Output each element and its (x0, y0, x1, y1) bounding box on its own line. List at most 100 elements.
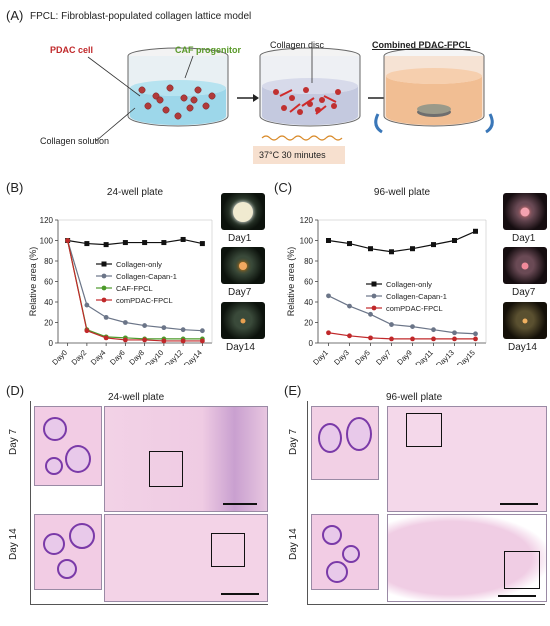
series-line (328, 295, 476, 335)
thumb-c-day14 (503, 302, 547, 339)
legend-marker (101, 297, 107, 303)
legend-marker (371, 281, 377, 287)
data-point (389, 249, 394, 255)
chart-title: 96-well plate (374, 187, 431, 198)
legend-marker (371, 305, 377, 311)
data-point (410, 336, 415, 342)
x-tick-label: Day9 (395, 348, 414, 365)
panel-d-frame-bottom (30, 604, 268, 605)
data-point (103, 242, 109, 248)
caf-arrow (323, 95, 337, 103)
data-point (180, 327, 186, 333)
scale-bar-e-day7 (500, 503, 538, 505)
data-point (431, 242, 436, 248)
y-tick-label: 0 (49, 339, 54, 348)
y-tick-label: 100 (40, 237, 54, 246)
x-tick-label: Day3 (332, 348, 351, 365)
legend-label: CAF-FPCL (116, 284, 153, 293)
data-point (142, 337, 148, 343)
series-line (67, 240, 203, 342)
data-point (368, 335, 373, 341)
y-tick-label: 40 (44, 298, 53, 307)
pdac-cell-dot (138, 86, 146, 94)
data-point (473, 228, 478, 234)
panel-c-label: (C) (274, 180, 293, 195)
series-line (67, 240, 203, 340)
pdac-cell-dot (202, 102, 210, 110)
legend-label: Collagen-Capan-1 (116, 272, 177, 281)
cell-dot (281, 105, 287, 111)
panel-e-label: (E) (284, 383, 302, 398)
dish-combined (383, 47, 485, 127)
data-point (326, 330, 331, 336)
data-point (122, 320, 128, 325)
thumb-c-day7 (503, 247, 547, 284)
data-point (161, 325, 167, 331)
data-point (142, 240, 148, 246)
histology-d-day14-inset (34, 514, 102, 590)
label-pdac-cell: PDAC cell (50, 45, 94, 55)
cell-dot (319, 97, 325, 103)
data-point (410, 324, 415, 329)
caf-arrow (279, 89, 293, 97)
panel-d-title: 24-well plate (108, 392, 165, 403)
data-point (368, 311, 373, 317)
zoom-box-d-day14 (211, 533, 245, 567)
panel-d-row1-label: Day 7 (8, 428, 19, 455)
label-collagen-disc: Collagen disc (270, 40, 325, 50)
data-point (326, 293, 331, 299)
panel-d-frame (30, 401, 31, 604)
legend-label: Collagen-Capan-1 (386, 292, 447, 301)
y-tick-label: 20 (44, 319, 53, 328)
y-tick-label: 80 (304, 257, 313, 266)
thumb-b-day14-label: Day14 (226, 342, 255, 353)
x-tick-label: Day13 (434, 348, 456, 365)
panel-b-label: (B) (6, 180, 24, 195)
data-point (368, 246, 373, 252)
legend-marker (101, 261, 107, 267)
scale-bar-d-day7 (223, 503, 257, 505)
thumb-b-day7-label: Day7 (228, 287, 252, 298)
y-tick-label: 60 (304, 278, 313, 287)
legend-label: Collagen-only (116, 260, 162, 269)
caf-arrow (301, 97, 315, 107)
thumb-c-day1 (503, 193, 547, 230)
y-tick-label: 120 (300, 216, 314, 225)
panel-d-label: (D) (6, 383, 25, 398)
zoom-box-d-day7 (149, 451, 183, 487)
data-point (180, 338, 186, 344)
data-point (103, 335, 109, 341)
histology-e-day7-inset (311, 406, 379, 480)
histology-e-day7-main (387, 406, 547, 512)
pdac-cell-dot (174, 112, 182, 120)
histology-d-day7-inset (34, 406, 102, 486)
pdac-cell-dot (162, 106, 170, 114)
x-tick-label: Day5 (353, 348, 372, 365)
pdac-cell-dot (186, 104, 194, 112)
data-point (84, 328, 90, 334)
dish-1-cells (138, 84, 216, 120)
data-point (452, 330, 457, 336)
pdac-cell-dot (180, 94, 188, 102)
legend-label: Collagen-only (386, 280, 432, 289)
y-tick-label: 80 (44, 257, 53, 266)
data-point (142, 323, 148, 328)
data-point (199, 241, 205, 247)
thumb-b-day14 (221, 302, 265, 339)
pdac-cell-dot (208, 92, 216, 100)
legend-marker (101, 273, 107, 279)
histology-e-day14-main (387, 514, 547, 602)
data-point (180, 236, 186, 242)
pdac-cell-dot (166, 84, 174, 92)
y-tick-label: 0 (309, 339, 314, 348)
cell-dot (335, 89, 341, 95)
x-tick-label: Day2 (70, 348, 89, 365)
data-point (84, 241, 90, 247)
series-line (67, 240, 203, 332)
label-collagen-solution: Collagen solution (40, 136, 110, 146)
panel-a-diagram (87, 47, 494, 164)
histology-d-day14-main (104, 514, 268, 602)
dish-2-cells (273, 87, 341, 115)
zoom-box-e-day14 (504, 551, 540, 589)
data-point (161, 240, 167, 246)
